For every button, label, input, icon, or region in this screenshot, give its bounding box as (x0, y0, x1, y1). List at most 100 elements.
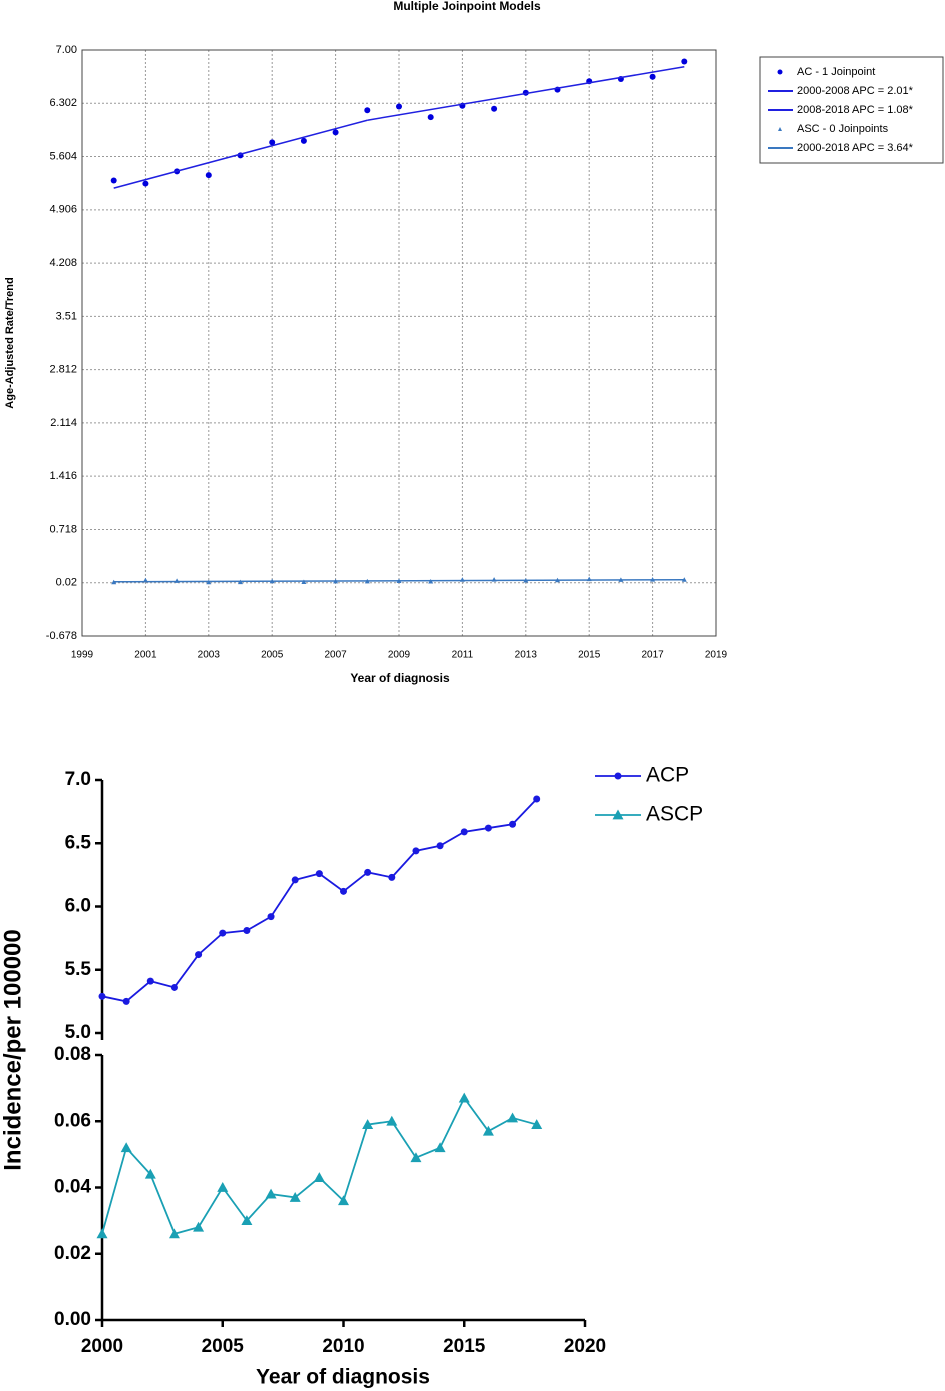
x-tick-label: 2007 (324, 650, 347, 661)
point (315, 870, 323, 878)
point (681, 577, 687, 582)
x-tick-label: 2001 (134, 650, 157, 661)
point (193, 1221, 205, 1232)
point (120, 1142, 132, 1153)
y-tick-label: 5.604 (49, 150, 77, 162)
point (219, 929, 227, 937)
y-tick-label: -0.678 (46, 630, 77, 642)
trend-line (367, 66, 685, 121)
point (681, 58, 688, 65)
x-tick-label: 2015 (443, 1336, 486, 1357)
point (168, 1228, 180, 1239)
point (289, 1191, 301, 1202)
y-tick-label: 0.718 (49, 523, 77, 535)
point (458, 1092, 470, 1103)
point (649, 73, 656, 80)
point (533, 795, 541, 803)
point (509, 820, 517, 828)
point (386, 1115, 398, 1126)
y-tick-label: 0.02 (54, 1243, 91, 1264)
x-tick-label: 2019 (705, 650, 728, 661)
legend-label: ASCP (646, 803, 703, 826)
point (265, 1188, 277, 1199)
y-tick-label: 7.0 (65, 769, 91, 790)
x-tick-label: 2011 (452, 650, 474, 661)
y-tick-label: 6.5 (65, 832, 92, 853)
x-tick-label: 2017 (641, 650, 664, 661)
x-tick-label: 2020 (564, 1336, 606, 1357)
y-tick-label: 2.114 (50, 417, 77, 429)
x-axis-label: Year of diagnosis (350, 671, 450, 685)
point (491, 105, 498, 112)
point (531, 1119, 543, 1129)
y-tick-label: 4.906 (49, 204, 77, 216)
plot-frame (81, 49, 717, 637)
point (110, 177, 117, 184)
legend-label: ASC - 0 Joinpoints (797, 123, 889, 135)
y-axis-label: Age-Adjusted Rate/Trend (4, 277, 16, 408)
y-tick-label: 4.208 (49, 257, 77, 269)
trend-line (113, 579, 685, 583)
point (338, 1195, 349, 1206)
series-line (101, 798, 538, 1003)
point (388, 873, 396, 881)
point (332, 129, 339, 136)
point (195, 951, 203, 959)
point (241, 1215, 253, 1226)
x-tick-label: 2015 (578, 650, 601, 661)
y-tick-label: 0.08 (54, 1044, 91, 1065)
point (96, 1228, 108, 1239)
y-tick-label: 6.0 (65, 896, 91, 917)
point (507, 1112, 519, 1123)
point (434, 1142, 446, 1153)
point (364, 868, 372, 876)
point (412, 847, 420, 855)
y-axis-label: Incidence/per 100000 (0, 929, 26, 1170)
y-tick-label: 6.302 (49, 97, 77, 109)
point (396, 103, 402, 110)
legend-label: 2000-2008 APC = 2.01* (797, 85, 914, 97)
point (98, 992, 106, 1000)
point (142, 180, 149, 187)
y-tick-label: 0.04 (54, 1177, 91, 1198)
point (313, 1172, 325, 1182)
legend-marker (612, 809, 624, 820)
point (427, 114, 434, 121)
point (217, 1182, 229, 1192)
x-tick-label: 2005 (202, 1336, 245, 1357)
point (482, 1125, 494, 1136)
point (146, 977, 154, 985)
point (300, 137, 307, 144)
legend-marker (778, 127, 782, 131)
point (122, 997, 130, 1005)
x-tick-label: 2003 (198, 650, 221, 661)
point (269, 139, 276, 146)
legend-marker (777, 69, 783, 75)
point (291, 876, 299, 884)
x-tick-label: 2000 (81, 1336, 123, 1357)
x-tick-label: 2009 (388, 650, 411, 661)
y-tick-label: 3.51 (56, 310, 77, 322)
point (484, 824, 492, 832)
point (144, 1168, 156, 1179)
y-tick-label: 5.0 (65, 1022, 91, 1043)
legend-label: AC - 1 Joinpoint (797, 66, 875, 78)
point (410, 1152, 422, 1163)
y-tick-label: 2.812 (49, 364, 77, 376)
x-tick-label: 1999 (71, 650, 94, 661)
legend-label: 2008-2018 APC = 1.08* (797, 104, 914, 116)
chart-title: Multiple Joinpoint Models (393, 0, 541, 13)
y-tick-label: 1.416 (49, 470, 77, 482)
legend-label: 2000-2018 APC = 3.64* (797, 142, 914, 154)
point (340, 887, 347, 895)
y-tick-label: 0.00 (54, 1309, 91, 1330)
x-tick-label: 2010 (322, 1336, 364, 1357)
point (460, 828, 468, 836)
point (111, 579, 117, 585)
point (205, 172, 212, 179)
x-tick-label: 2005 (261, 650, 284, 661)
point (362, 1119, 374, 1129)
trend-line (113, 119, 368, 189)
point (267, 913, 275, 921)
